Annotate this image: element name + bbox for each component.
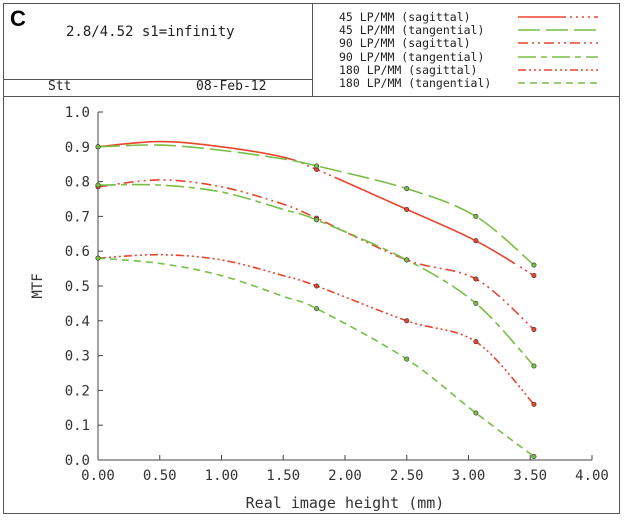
y-tick-label: 0.2	[65, 383, 90, 399]
legend-swatch	[518, 29, 598, 31]
legend-item: 90 LP/MM (tangential)	[339, 49, 485, 64]
x-tick-label: 1.00	[205, 468, 239, 484]
data-point	[314, 306, 320, 312]
legend-item: 180 LP/MM (sagittal)	[339, 62, 478, 77]
x-tick-label: 3.50	[513, 468, 547, 484]
y-tick-label: 1.0	[65, 105, 90, 121]
legend-swatch	[518, 55, 598, 58]
data-point	[531, 326, 537, 332]
data-point	[404, 206, 410, 212]
data-point	[473, 300, 479, 306]
series-6	[95, 255, 537, 460]
lens-spec: 2.8/4.52 s1=infinity	[66, 24, 235, 40]
legend-swatch	[518, 42, 598, 45]
y-tick-label: 0.1	[65, 418, 90, 434]
data-point	[95, 255, 101, 261]
chart-header: C 2.8/4.52 s1=infinity Stt 08-Feb-12 45 …	[4, 4, 619, 97]
legend-item: 45 LP/MM (sagittal)	[339, 10, 471, 24]
data-point	[404, 186, 410, 192]
series-line	[97, 253, 535, 405]
axes	[97, 111, 593, 461]
y-tick-label: 0.3	[65, 349, 90, 365]
info-box: C 2.8/4.52 s1=infinity Stt 08-Feb-12	[4, 4, 313, 96]
data-point	[531, 273, 537, 279]
data-point	[473, 276, 479, 282]
series-line	[97, 140, 535, 277]
data-point	[404, 356, 410, 362]
data-point	[473, 213, 479, 219]
legend-swatch	[518, 16, 598, 18]
series-5	[95, 253, 537, 407]
y-tick-label: 0.7	[65, 209, 90, 225]
legend-item: 90 LP/MM (sagittal)	[339, 36, 471, 51]
series-line	[97, 179, 535, 331]
chart-frame: C 2.8/4.52 s1=infinity Stt 08-Feb-12 45 …	[3, 3, 620, 514]
x-tick-label: 2.00	[328, 468, 362, 484]
x-tick-label: 3.00	[452, 468, 486, 484]
y-tick-label: 0.0	[65, 453, 90, 469]
y-axis-label: MTF	[30, 273, 46, 298]
date: 08-Feb-12	[196, 79, 267, 94]
data-point	[531, 454, 537, 460]
data-point	[531, 262, 537, 268]
data-point	[531, 401, 537, 407]
legend: 45 LP/MM (sagittal) 45 LP/MM (tangential)…	[313, 4, 619, 96]
x-axis-label: Real image height (mm)	[246, 494, 445, 512]
data-point	[95, 182, 101, 188]
series-4	[95, 182, 537, 369]
y-tick-label: 0.5	[65, 279, 90, 295]
series-2	[95, 144, 537, 268]
x-tick-label: 1.50	[266, 468, 300, 484]
data-point	[473, 238, 479, 244]
data-point	[473, 410, 479, 416]
x-tick-label: 2.50	[390, 468, 424, 484]
data-point	[404, 318, 410, 324]
data-point	[473, 339, 479, 345]
data-point	[531, 363, 537, 369]
legend-item: 45 LP/MM (tangential)	[339, 23, 485, 38]
data-point	[95, 144, 101, 150]
meta-row: Stt 08-Feb-12	[4, 79, 312, 96]
y-tick-label: 0.4	[65, 314, 90, 330]
legend-swatch	[518, 82, 598, 84]
series-line	[97, 257, 535, 458]
y-tick-label: 0.6	[65, 244, 90, 260]
x-tick-label: 4.00	[575, 468, 609, 484]
data-point	[404, 257, 410, 263]
y-tick-label: 0.8	[65, 175, 90, 191]
x-tick-label: 0.50	[143, 468, 177, 484]
data-point	[314, 163, 320, 169]
series-line	[97, 183, 535, 367]
panel-label: C	[10, 6, 26, 31]
x-tick-label: 0.00	[81, 468, 115, 484]
series-1	[95, 140, 537, 279]
legend-item: 180 LP/MM (tangential)	[339, 76, 492, 90]
author: Stt	[48, 79, 72, 94]
series-line	[97, 144, 535, 266]
data-point	[314, 217, 320, 223]
data-point	[314, 283, 320, 289]
y-tick-label: 0.9	[65, 140, 90, 156]
